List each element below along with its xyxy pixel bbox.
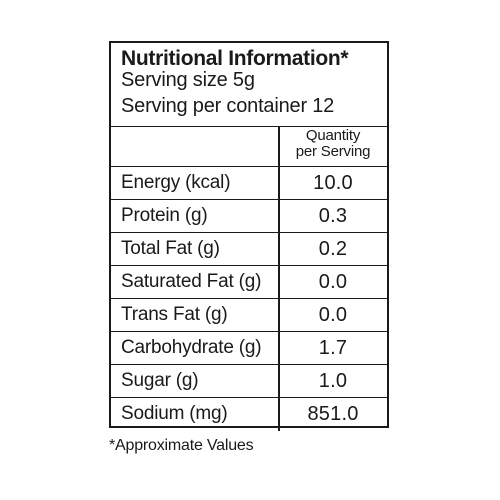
table-row: Energy (kcal) 10.0 (111, 167, 387, 200)
label-header: Nutritional Information* Serving size 5g… (111, 43, 387, 127)
label-title: Nutritional Information* (121, 47, 349, 70)
table-row: Carbohydrate (g) 1.7 (111, 332, 387, 365)
table-row: Saturated Fat (g) 0.0 (111, 266, 387, 299)
nutrient-value: 0.0 (318, 304, 348, 326)
nutrient-name: Protein (g) (121, 205, 208, 226)
quantity-header-line2: per Serving (295, 143, 371, 160)
column-divider (278, 332, 280, 364)
serving-size: Serving size 5g (121, 69, 255, 91)
quantity-column-header: Quantity per Serving (279, 128, 387, 160)
nutrient-name: Sodium (mg) (121, 403, 228, 424)
column-divider (278, 167, 280, 199)
nutrient-value: 10.0 (313, 172, 353, 194)
table-row: Protein (g) 0.3 (111, 200, 387, 233)
nutrient-value: 1.0 (318, 370, 348, 392)
nutrition-facts-panel: Nutritional Information* Serving size 5g… (109, 41, 389, 431)
nutrient-name: Trans Fat (g) (121, 304, 228, 325)
table-row: Total Fat (g) 0.2 (111, 233, 387, 266)
nutrient-name: Sugar (g) (121, 370, 199, 391)
column-divider (278, 398, 280, 431)
servings-per-container: Serving per container 12 (121, 95, 335, 117)
column-divider (278, 299, 280, 331)
column-divider (278, 200, 280, 232)
nutrient-name: Saturated Fat (g) (121, 271, 262, 292)
table-row: Trans Fat (g) 0.0 (111, 299, 387, 332)
table-row: Sugar (g) 1.0 (111, 365, 387, 398)
nutrient-table: Energy (kcal) 10.0 Protein (g) 0.3 Total… (111, 167, 387, 431)
nutrient-name: Total Fat (g) (121, 238, 220, 259)
nutrient-name: Energy (kcal) (121, 172, 231, 193)
column-divider (278, 365, 280, 397)
nutrient-value: 0.0 (318, 271, 348, 293)
nutrient-value: 0.2 (318, 238, 348, 260)
footnote: *Approximate Values (109, 437, 254, 454)
nutrient-name: Carbohydrate (g) (121, 337, 262, 358)
table-row: Sodium (mg) 851.0 (111, 398, 387, 431)
nutrient-value: 851.0 (307, 403, 359, 425)
nutrient-value: 1.7 (318, 337, 348, 359)
quantity-header-line1: Quantity (305, 127, 361, 144)
column-divider (278, 266, 280, 298)
column-header-row: Quantity per Serving (111, 127, 387, 167)
column-divider (278, 233, 280, 265)
column-divider (278, 127, 280, 166)
nutrient-value: 0.3 (318, 205, 348, 227)
